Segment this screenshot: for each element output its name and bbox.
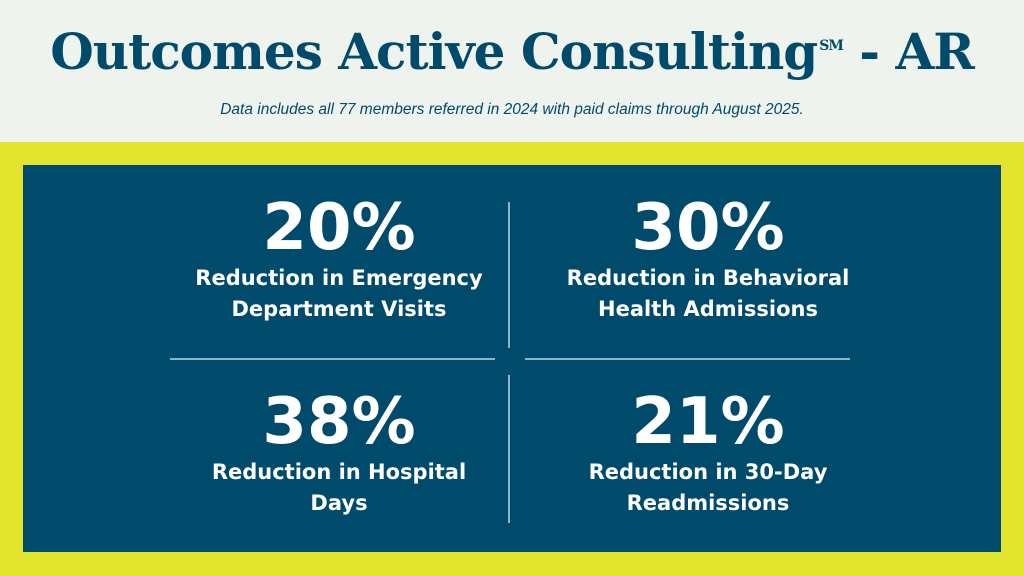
stat-label: Reduction in Behavioral Health Admissions <box>538 263 878 325</box>
divider-horizontal-left <box>170 358 495 360</box>
stat-label: Reduction in Emergency Department Visits <box>169 263 509 325</box>
stat-label-line: Reduction in Emergency <box>195 266 483 290</box>
stat-value: 20% <box>262 191 416 265</box>
subtitle: Data includes all 77 members referred in… <box>220 101 804 118</box>
stat-label-line: Reduction in Behavioral <box>566 266 850 290</box>
stat-label-line: Days <box>310 491 368 515</box>
title-text: Outcomes Active Consulting <box>50 22 818 81</box>
stat-hospital-days: 38% Reduction in Hospital Days <box>169 387 509 519</box>
service-mark: SM <box>819 38 844 54</box>
stat-readmissions: 21% Reduction in 30-Day Readmissions <box>538 387 878 519</box>
stat-label: Reduction in 30-Day Readmissions <box>538 457 878 519</box>
divider-vertical-top <box>508 202 510 348</box>
divider-vertical-bottom <box>508 375 510 523</box>
stat-value: 38% <box>262 385 416 459</box>
title-suffix: - AR <box>842 22 975 81</box>
stat-label-line: Reduction in 30-Day <box>588 460 828 484</box>
stat-label-line: Department Visits <box>231 297 447 321</box>
divider-horizontal-right <box>525 358 850 360</box>
stat-value: 21% <box>631 385 785 459</box>
header: Outcomes Active Consulting SM - AR Data i… <box>0 0 1024 142</box>
stats-panel: 20% Reduction in Emergency Department Vis… <box>23 165 1001 552</box>
stat-bh-admissions: 30% Reduction in Behavioral Health Admiss… <box>538 193 878 325</box>
stat-label-line: Readmissions <box>626 491 790 515</box>
page-title: Outcomes Active Consulting SM - AR <box>0 22 1024 82</box>
stat-label-line: Reduction in Hospital <box>211 460 467 484</box>
stat-ed-visits: 20% Reduction in Emergency Department Vis… <box>169 193 509 325</box>
stat-value: 30% <box>631 191 785 265</box>
stat-label-line: Health Admissions <box>598 297 818 321</box>
stat-label: Reduction in Hospital Days <box>169 457 509 519</box>
